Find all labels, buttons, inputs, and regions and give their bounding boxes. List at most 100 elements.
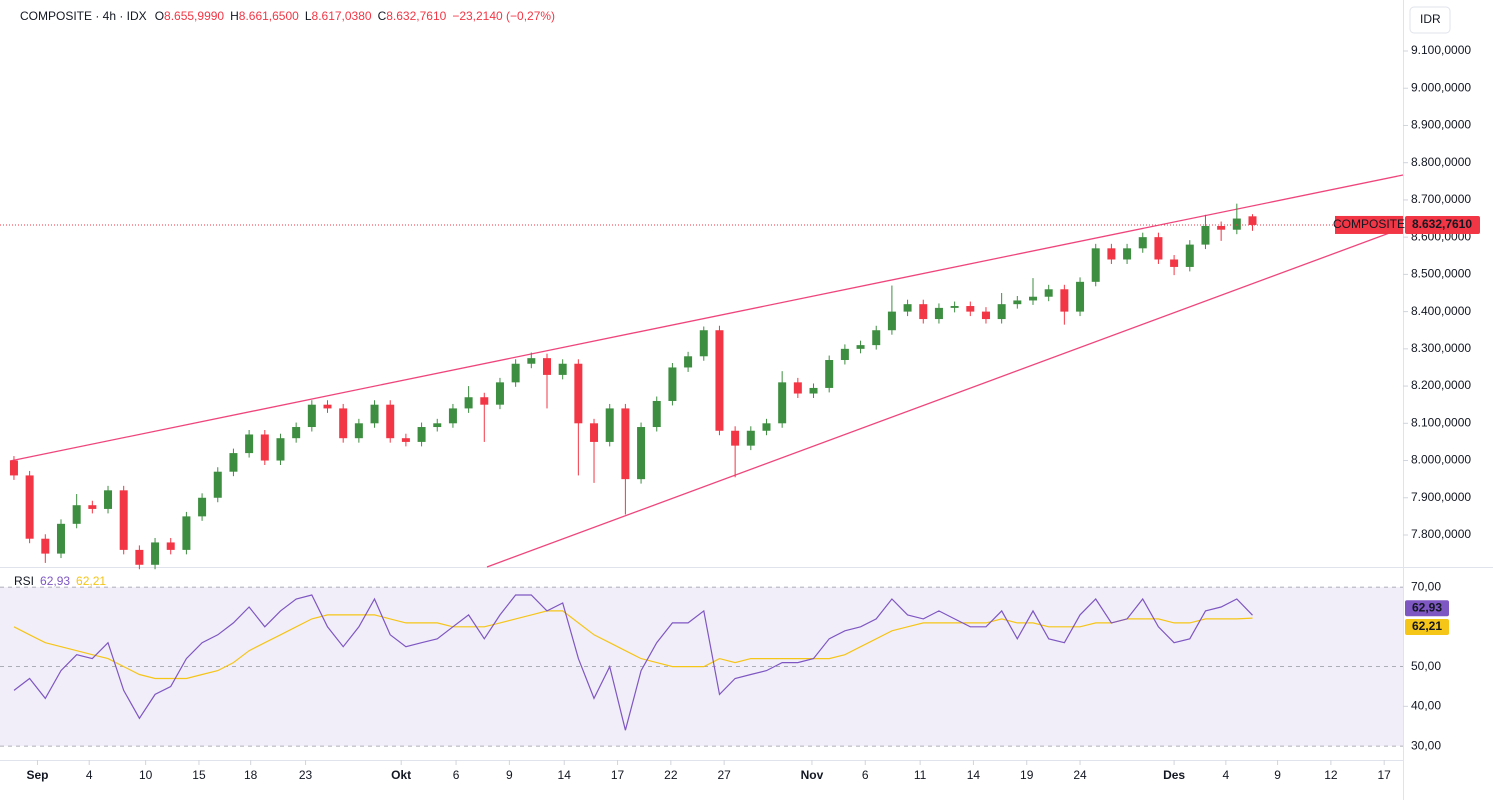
x-tick-label: Okt [391, 768, 411, 782]
x-tick-label: 12 [1324, 768, 1338, 782]
candle-body [1107, 248, 1116, 260]
rsi-legend-value: 62,21 [76, 574, 106, 588]
candle-body [417, 427, 426, 442]
y-tick-label: 9.000,0000 [1411, 80, 1471, 94]
x-tick-label: 17 [611, 768, 625, 782]
y-tick-label: 50,00 [1411, 659, 1441, 673]
candle-body [1029, 296, 1038, 301]
candle-body [668, 367, 677, 401]
y-tick-label: 8.300,0000 [1411, 341, 1471, 355]
candle-body [527, 358, 536, 364]
candle-body [1170, 259, 1179, 267]
candle-body [590, 423, 599, 442]
candle-body [652, 400, 661, 428]
candle-body [934, 307, 943, 320]
candle-body [166, 542, 175, 550]
y-tick-label: 8.800,0000 [1411, 155, 1471, 169]
currency: IDR [1420, 12, 1441, 26]
x-tick-label: 4 [1222, 768, 1229, 782]
candle-body [825, 360, 834, 388]
candle-body [1044, 289, 1053, 297]
candle-body [213, 471, 222, 498]
y-tick-label: 40,00 [1411, 699, 1441, 713]
candle-body [88, 505, 97, 509]
ohlc-value: 8.661,6500 [239, 9, 299, 23]
candle-body [151, 542, 160, 565]
candle-body [433, 423, 442, 428]
y-tick-label: 30,00 [1411, 738, 1441, 752]
candle-body [370, 404, 379, 424]
ohlc-value: 8.632,7610 [386, 9, 446, 23]
x-tick-label: 11 [914, 768, 927, 782]
rsi-line [13, 610, 1253, 680]
x-tick-label: Nov [801, 768, 824, 782]
candle-body [386, 404, 395, 439]
candle-body [260, 434, 269, 461]
candle-body [809, 387, 818, 394]
candle-body [1076, 281, 1085, 312]
candle-body [1217, 225, 1226, 230]
y-tick-label: 9.100,0000 [1411, 43, 1471, 57]
candle-body [1013, 300, 1022, 305]
rsi-title: RSI [14, 574, 34, 588]
candle-body [1201, 225, 1210, 245]
candle-body [41, 538, 50, 554]
price-tag-name: COMPOSITE [1333, 217, 1405, 231]
candle-body [511, 363, 520, 383]
candle-body [1091, 248, 1100, 282]
candle-body [56, 523, 65, 554]
candle-body [684, 356, 693, 368]
x-tick-label: 6 [862, 768, 869, 782]
candle-body [966, 306, 975, 312]
x-tick-label: 17 [1378, 768, 1392, 782]
candle-body [464, 397, 473, 409]
price-tag-value: 8.632,7610 [1412, 217, 1472, 231]
x-tick-label: Des [1163, 768, 1185, 782]
ohlc-key: L [305, 9, 312, 23]
rsi-tag: 62,21 [1412, 619, 1442, 633]
candle-body [448, 408, 457, 424]
ohlc-legend: COMPOSITE · 4h · IDX O8.655,9990 H8.661,65… [20, 9, 555, 23]
candle-body [574, 363, 583, 424]
symbol-title: COMPOSITE · 4h · IDX [20, 9, 147, 23]
candle-body [323, 404, 332, 409]
candle-body [872, 330, 881, 346]
candle-body [1185, 244, 1194, 267]
x-tick-label: 9 [1274, 768, 1281, 782]
x-tick-label: 18 [244, 768, 258, 782]
change: −23,2140 (−0,27%) [452, 9, 555, 23]
candle-body [401, 438, 410, 442]
currency-box[interactable] [1409, 6, 1451, 34]
candle-body [840, 348, 849, 361]
candle-body [542, 358, 551, 375]
x-tick-label: 4 [86, 768, 93, 782]
candle-body [480, 397, 489, 405]
candle-body [307, 404, 316, 428]
trend-line-upper[interactable] [9, 174, 1404, 462]
candle-body [9, 460, 18, 476]
candle-body [354, 423, 363, 439]
candle-body [699, 330, 708, 357]
candle-body [903, 304, 912, 312]
rsi-tag-box [1405, 619, 1449, 636]
candle-body [778, 382, 787, 424]
price-tag-box [1405, 215, 1480, 234]
x-tick-label: 14 [558, 768, 572, 782]
ohlc-value: 8.617,0380 [312, 9, 372, 23]
candle-body [621, 408, 630, 480]
x-tick-label: Sep [26, 768, 48, 782]
candle-body [292, 427, 301, 439]
trend-line-lower[interactable] [486, 227, 1404, 568]
y-tick-label: 70,00 [1411, 579, 1441, 593]
candle-body [1123, 248, 1132, 260]
y-tick-label: 8.900,0000 [1411, 118, 1471, 132]
y-tick-label: 8.100,0000 [1411, 415, 1471, 429]
candle-body [1138, 237, 1147, 249]
candle-body [715, 330, 724, 431]
candle-body [762, 423, 771, 431]
ohlc-key: O [155, 9, 164, 23]
x-tick-label: 10 [139, 768, 153, 782]
candle-body [245, 434, 254, 454]
